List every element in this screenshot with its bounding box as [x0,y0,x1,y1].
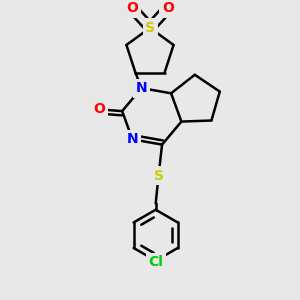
Text: N: N [136,81,147,95]
Text: S: S [154,169,164,183]
Text: O: O [126,2,138,15]
Text: N: N [127,132,138,146]
Text: O: O [93,102,105,116]
Text: Cl: Cl [148,256,163,269]
Text: S: S [145,21,155,35]
Text: O: O [162,2,174,15]
